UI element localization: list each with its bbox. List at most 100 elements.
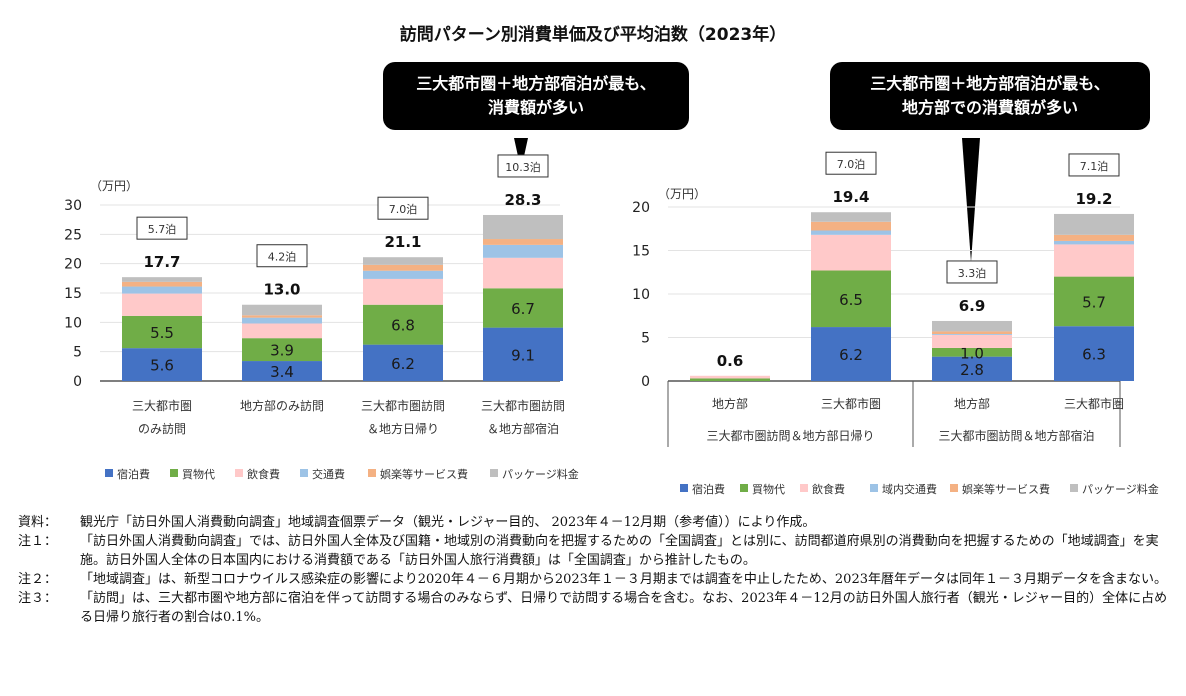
bar-segment-パッケージ料金 xyxy=(483,214,563,240)
callout-left: 三大都市圏＋地方部宿泊が最も、 消費額が多い xyxy=(383,62,689,130)
callout-line: 三大都市圏＋地方部宿泊が最も、 xyxy=(416,74,656,93)
x-category-label: ＆地方部宿泊 xyxy=(487,421,559,436)
note-3: 注３： 「訪問」は、三大都市圏や地方部に宿泊を伴って訪問する場合のみならず、日帰り… xyxy=(18,589,1178,627)
bar-segment-飲食費 xyxy=(1054,244,1134,277)
note-label: 注３： xyxy=(18,591,58,606)
segment-value-label: 9.1 xyxy=(511,346,535,364)
y-tick-label: 10 xyxy=(64,315,82,331)
bar-segment-宿泊費 xyxy=(363,344,443,381)
note-2: 注２： 「地域調査」は、新型コロナウイルス感染症の影響により2020年４－６月期か… xyxy=(18,570,1178,589)
nights-box xyxy=(136,216,188,240)
bar-segment-飲食費 xyxy=(811,234,891,271)
segment-value-label: 6.5 xyxy=(839,291,863,309)
bar-segment-パッケージ料金 xyxy=(122,277,202,282)
note-1: 注１： 「訪日外国人消費動向調査」では、訪日外国人全体及び国籍・地域別の消費動向を… xyxy=(18,532,1178,570)
x-group-label: 三大都市圏訪問＆地方部宿泊 xyxy=(938,428,1094,443)
nights-box xyxy=(256,244,308,268)
bar-segment-娯楽等サービス費 xyxy=(483,239,563,245)
x-category-label: ＆地方日帰り xyxy=(367,421,439,436)
y-tick-label: 30 xyxy=(64,198,82,214)
nights-label: 10.3泊 xyxy=(505,161,541,174)
bar-segment-買物代 xyxy=(122,315,202,349)
bar-segment-パッケージ料金 xyxy=(811,212,891,222)
total-value-label: 19.4 xyxy=(832,188,869,206)
segment-value-label: 3.9 xyxy=(270,342,294,360)
segment-value-label: 5.7 xyxy=(1082,293,1106,311)
bar-segment-宿泊費 xyxy=(483,327,563,381)
bar-segment-飲食費 xyxy=(483,257,563,289)
chart-title: 訪問パターン別消費単価及び平均泊数（2023年） xyxy=(399,25,787,45)
legend-swatch xyxy=(368,469,376,477)
legend-label: 買物代 xyxy=(182,467,215,481)
x-category-label: 地方部 xyxy=(712,396,748,411)
bar-segment-宿泊費 xyxy=(811,327,891,381)
source-note: 資料： 観光庁「訪日外国人消費動向調査」地域調査個票データ（観光・レジャー目的、 … xyxy=(18,513,1178,532)
segment-value-label: 6.2 xyxy=(839,346,863,364)
bar-segment-娯楽等サービス費 xyxy=(363,264,443,271)
bar-segment-宿泊費 xyxy=(932,356,1012,381)
segment-value-label: 6.3 xyxy=(1082,346,1106,364)
legend-swatch xyxy=(800,484,808,492)
bar-segment-交通費 xyxy=(122,286,202,294)
y-tick-label: 10 xyxy=(632,287,650,303)
legend-swatch xyxy=(490,469,498,477)
bar-segment-飲食費 xyxy=(690,375,770,379)
x-category-label: のみ訪問 xyxy=(138,421,186,436)
bar-segment-買物代 xyxy=(1054,276,1134,327)
bar-segment-パッケージ料金 xyxy=(242,304,322,316)
legend-swatch xyxy=(870,484,878,492)
bar-segment-娯楽等サービス費 xyxy=(242,315,322,318)
y-tick-label: 5 xyxy=(73,345,82,361)
segment-value-label: 6.8 xyxy=(391,317,415,335)
callout-line: 三大都市圏＋地方部宿泊が最も、 xyxy=(870,74,1110,93)
segment-value-label: 6.7 xyxy=(511,300,535,318)
legend-swatch xyxy=(235,469,243,477)
note-text: 「訪問」は、三大都市圏や地方部に宿泊を伴って訪問する場合のみならず、日帰りで訪問… xyxy=(80,591,1168,625)
segment-value-label: 5.5 xyxy=(150,324,174,342)
legend-swatch xyxy=(680,484,688,492)
y-tick-label: 15 xyxy=(64,286,82,302)
x-category-label: 三大都市圏訪問 xyxy=(481,398,565,413)
segment-value-label: 5.6 xyxy=(150,357,174,375)
callout-line: 消費額が多い xyxy=(487,98,584,117)
segment-value-label: 2.8 xyxy=(960,361,984,379)
bar-segment-買物代 xyxy=(242,338,322,362)
legend-label: 飲食費 xyxy=(812,482,845,496)
nights-label: 3.3泊 xyxy=(958,267,987,280)
legend-swatch xyxy=(740,484,748,492)
bar-segment-飲食費 xyxy=(122,293,202,316)
segment-value-label: 1.0 xyxy=(960,344,984,362)
bar-segment-買物代 xyxy=(363,304,443,345)
y-tick-label: 20 xyxy=(632,200,650,216)
callout-right: 三大都市圏＋地方部宿泊が最も、 地方部での消費額が多い xyxy=(830,62,1150,130)
total-value-label: 0.6 xyxy=(717,352,744,370)
bar-segment-娯楽等サービス費 xyxy=(811,221,891,231)
note-label: 資料： xyxy=(18,515,58,530)
y-tick-label: 20 xyxy=(64,257,82,273)
notes: 資料： 観光庁「訪日外国人消費動向調査」地域調査個票データ（観光・レジャー目的、 … xyxy=(18,513,1178,627)
bar-segment-パッケージ料金 xyxy=(363,257,443,265)
nights-label: 5.7泊 xyxy=(148,223,177,236)
legend-label: パッケージ料金 xyxy=(1082,482,1159,496)
total-value-label: 17.7 xyxy=(143,253,180,271)
legend-label: 飲食費 xyxy=(247,467,280,481)
bar-segment-域内交通費 xyxy=(811,230,891,235)
nights-box xyxy=(377,196,429,220)
x-category-label: 三大都市圏 xyxy=(1064,396,1124,411)
bar-segment-買物代 xyxy=(932,347,1012,357)
y-axis-unit-label: （万円） xyxy=(658,187,706,201)
bar-segment-買物代 xyxy=(483,288,563,328)
x-category-label: 三大都市圏 xyxy=(821,396,881,411)
x-category-label: 地方部 xyxy=(954,396,990,411)
bar-segment-パッケージ料金 xyxy=(1054,213,1134,235)
legend-swatch xyxy=(950,484,958,492)
nights-label: 7.1泊 xyxy=(1080,160,1109,173)
legend-swatch xyxy=(170,469,178,477)
legend-swatch xyxy=(300,469,308,477)
total-value-label: 19.2 xyxy=(1075,190,1112,208)
bar-segment-交通費 xyxy=(483,244,563,258)
total-value-label: 28.3 xyxy=(504,191,541,209)
total-value-label: 6.9 xyxy=(959,297,986,315)
bar-segment-宿泊費 xyxy=(1054,326,1134,381)
legend-label: 宿泊費 xyxy=(117,467,150,481)
